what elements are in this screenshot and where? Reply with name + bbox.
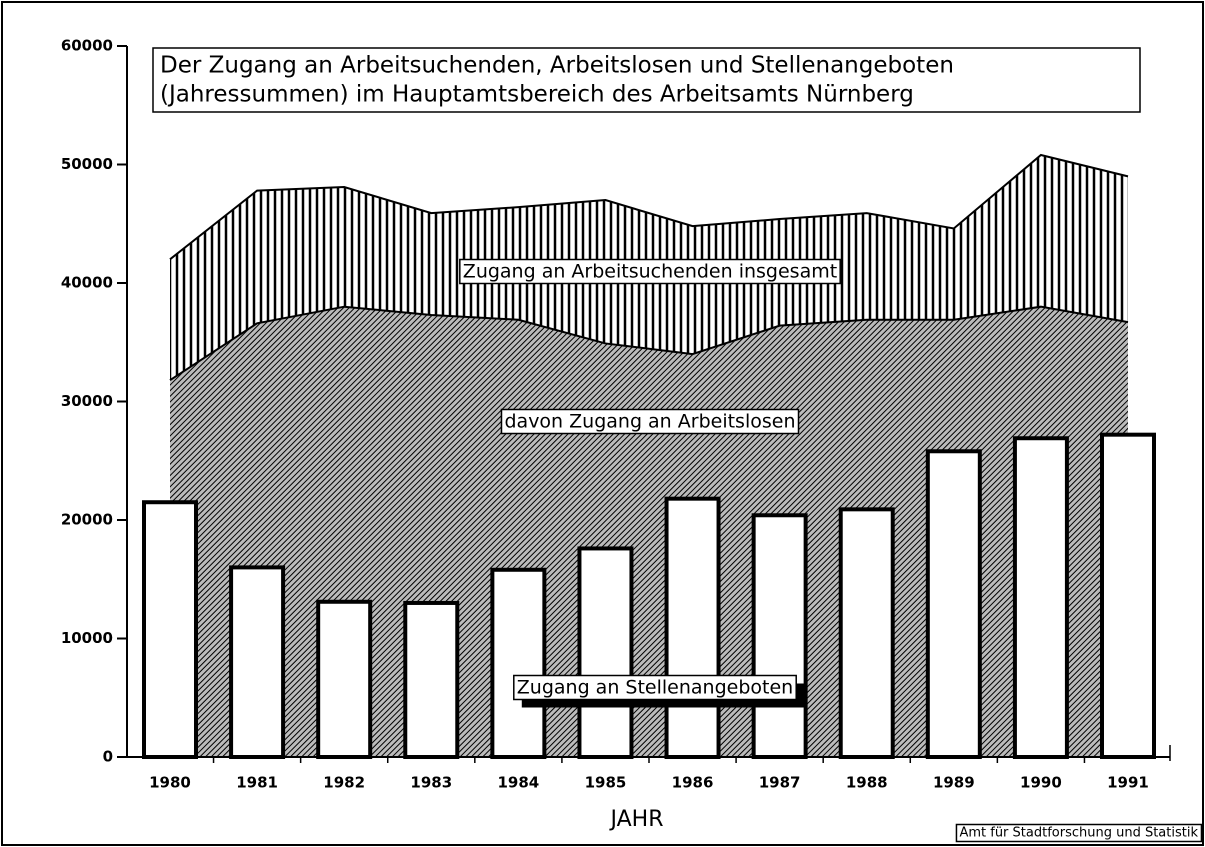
x-tick-label: 1988 xyxy=(846,774,888,792)
y-tick-label: 30000 xyxy=(61,392,113,410)
bar xyxy=(664,496,721,759)
x-tick-label: 1980 xyxy=(149,774,191,792)
x-axis-title: JAHR xyxy=(609,807,664,832)
x-tick-label: 1990 xyxy=(1020,774,1062,792)
x-tick-label: 1983 xyxy=(410,774,452,792)
bar xyxy=(838,507,895,759)
y-tick-label: 50000 xyxy=(61,155,113,173)
source-note: Amt für Stadtforschung und Statistik xyxy=(959,826,1198,841)
title-box xyxy=(152,47,1141,113)
bar xyxy=(403,600,460,760)
area-line xyxy=(169,305,1129,382)
bar xyxy=(751,513,808,760)
chart-title: Der Zugang an Arbeitsuchenden, Arbeitslo… xyxy=(160,53,954,79)
x-tick-label: 1981 xyxy=(236,774,278,792)
x-tick-label: 1987 xyxy=(759,774,801,792)
bar xyxy=(490,567,547,760)
series-label: davon Zugang an Arbeitslosen xyxy=(504,411,795,433)
area-line xyxy=(169,153,1129,261)
series-label: Zugang an Stellenangeboten xyxy=(517,677,793,699)
y-tick-label: 0 xyxy=(103,748,113,766)
chart-title: (Jahressummen) im Hauptamtsbereich des A… xyxy=(160,82,914,108)
series-label: Zugang an Arbeitsuchenden insgesamt xyxy=(463,261,837,283)
y-tick-label: 10000 xyxy=(61,629,113,647)
bar xyxy=(1012,436,1069,759)
series-label-box xyxy=(459,258,841,285)
series-label-box xyxy=(513,674,797,701)
x-tick-label: 1991 xyxy=(1107,774,1149,792)
x-tick-label: 1985 xyxy=(585,774,627,792)
x-tick-label: 1984 xyxy=(497,774,539,792)
x-tick-label: 1986 xyxy=(672,774,714,792)
bar xyxy=(577,546,634,759)
y-tick-label: 20000 xyxy=(61,511,113,529)
bar xyxy=(142,500,198,759)
bar xyxy=(1100,432,1156,759)
series-label-box xyxy=(500,408,800,435)
x-tick-label: 1982 xyxy=(323,774,365,792)
source-note-box xyxy=(955,823,1203,843)
y-tick-label: 60000 xyxy=(61,37,113,55)
bar xyxy=(316,599,373,760)
x-tick-label: 1989 xyxy=(933,774,975,792)
bar xyxy=(925,449,982,759)
bar xyxy=(229,565,286,760)
y-tick-label: 40000 xyxy=(61,274,113,292)
